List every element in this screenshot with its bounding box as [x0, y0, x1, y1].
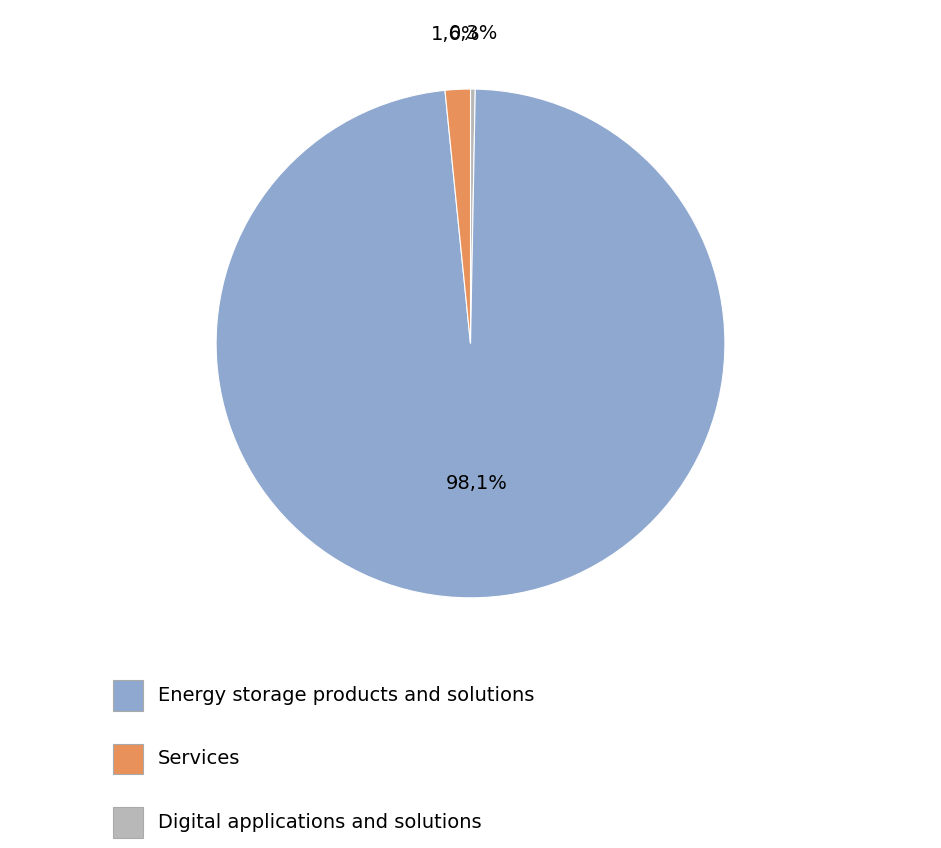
Wedge shape — [470, 89, 475, 343]
Text: 1,6%: 1,6% — [431, 25, 480, 43]
Text: Digital applications and solutions: Digital applications and solutions — [158, 813, 482, 832]
Text: 0,3%: 0,3% — [449, 25, 498, 43]
Text: 98,1%: 98,1% — [445, 474, 507, 493]
Wedge shape — [216, 89, 725, 598]
Text: Energy storage products and solutions: Energy storage products and solutions — [158, 686, 534, 705]
Wedge shape — [445, 89, 470, 343]
Text: Services: Services — [158, 750, 241, 768]
